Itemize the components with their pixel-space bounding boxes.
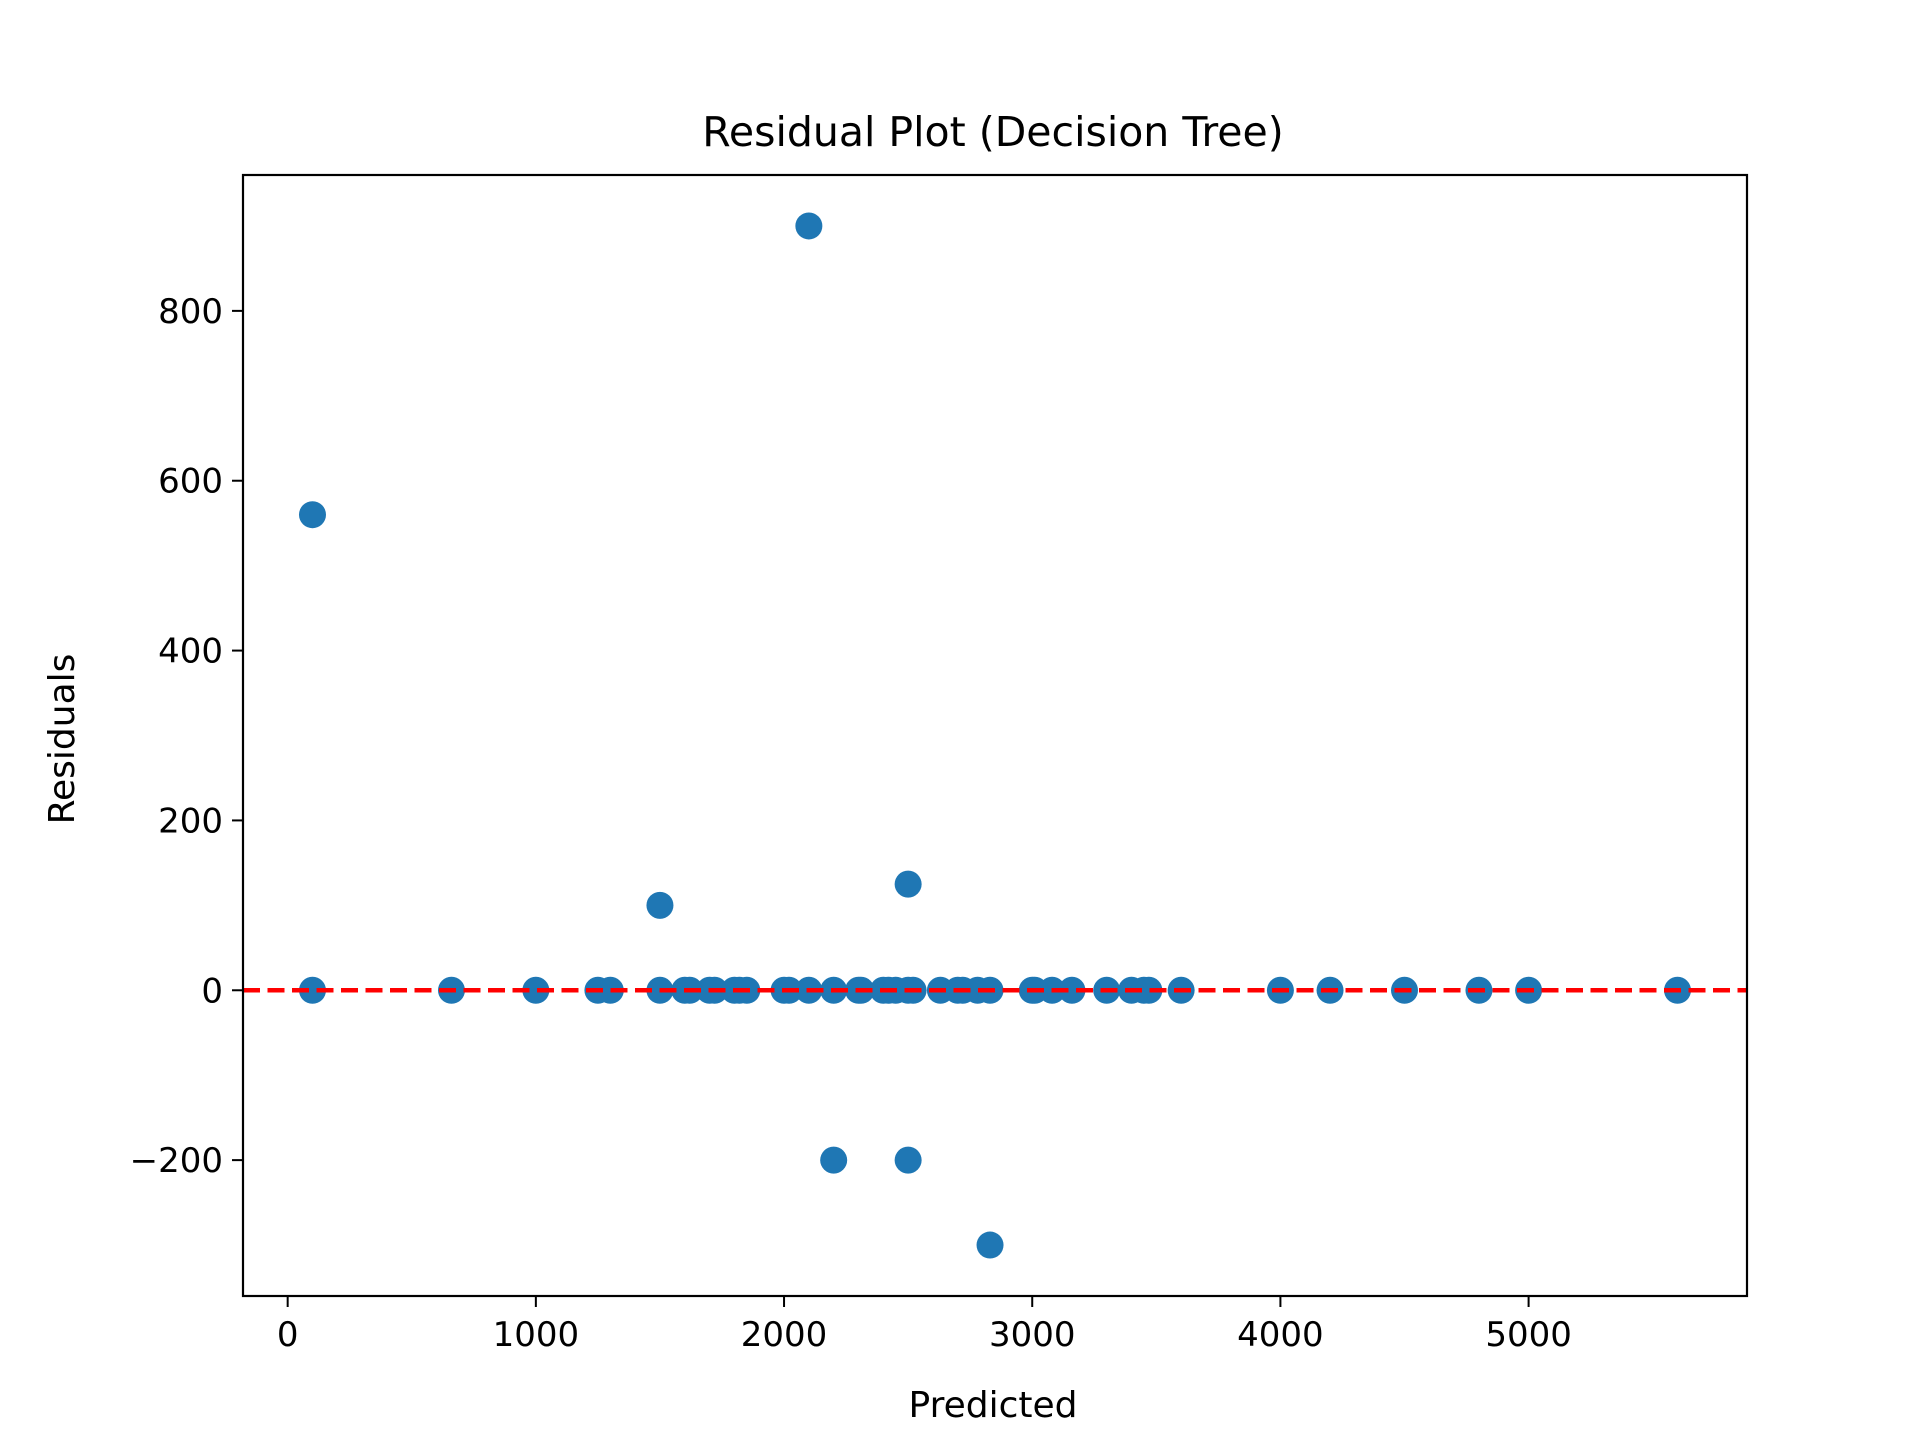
scatter-point xyxy=(522,976,550,1004)
y-tick-label: 600 xyxy=(158,462,223,502)
y-tick-label: −200 xyxy=(130,1141,223,1181)
scatter-point xyxy=(820,1146,848,1174)
x-tick-label: 3000 xyxy=(989,1315,1076,1355)
scatter-point xyxy=(894,870,922,898)
scatter-point xyxy=(298,976,326,1004)
x-tick-label: 4000 xyxy=(1237,1315,1324,1355)
scatter-point xyxy=(646,891,674,919)
scatter-point xyxy=(1058,976,1086,1004)
scatter-point xyxy=(1135,976,1163,1004)
y-axis-label: Residuals xyxy=(42,654,83,825)
y-tick-label: 200 xyxy=(158,801,223,841)
x-tick-label: 1000 xyxy=(493,1315,580,1355)
x-axis-ticks: 0 1000 2000 3000 4000 5000 xyxy=(277,1296,1572,1355)
x-tick-label: 0 xyxy=(277,1315,299,1355)
y-tick-label: 400 xyxy=(158,632,223,672)
scatter-point xyxy=(795,212,823,240)
chart-title: Residual Plot (Decision Tree) xyxy=(702,108,1284,156)
scatter-point xyxy=(976,1231,1004,1259)
scatter-point xyxy=(298,501,326,529)
axes-frame xyxy=(241,173,1749,1298)
y-tick-label: 800 xyxy=(158,292,223,332)
y-tick-label: 0 xyxy=(201,971,223,1011)
x-tick-label: 2000 xyxy=(741,1315,828,1355)
scatter-point xyxy=(596,976,624,1004)
scatter-point xyxy=(894,1146,922,1174)
plot-marks xyxy=(243,212,1747,1259)
x-axis-label: Predicted xyxy=(909,1385,1078,1426)
x-tick-label: 5000 xyxy=(1485,1315,1572,1355)
y-axis-ticks: −200 0 200 400 600 800 xyxy=(130,292,243,1181)
